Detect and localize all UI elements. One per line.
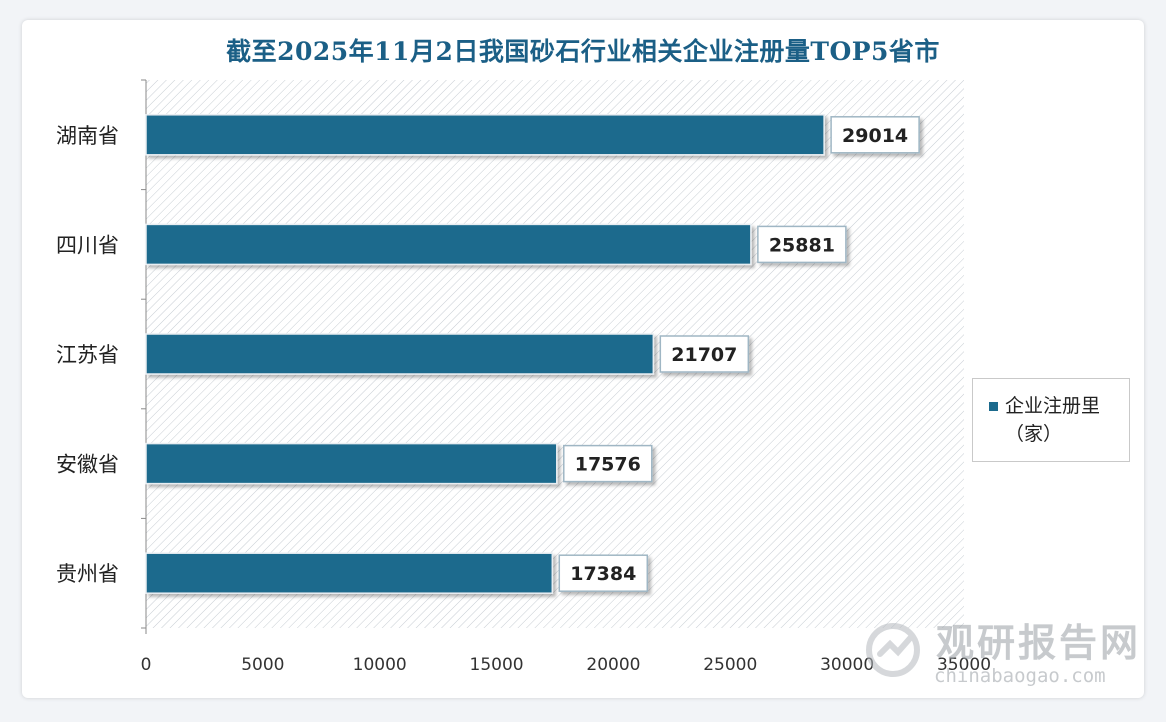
- category-label: 湖南省: [56, 124, 119, 148]
- watermark-url: chinabaogao.com: [934, 665, 1106, 687]
- bar: [145, 552, 554, 594]
- data-label-box: [659, 335, 750, 373]
- x-tick-label: 10000: [353, 655, 407, 675]
- legend: 企业注册里 （家）: [972, 378, 1130, 462]
- data-label-box: [830, 116, 920, 154]
- data-label-box: [563, 444, 653, 483]
- data-label-box: [757, 225, 847, 264]
- x-tick-label: 35000: [937, 655, 991, 675]
- legend-swatch: [989, 402, 998, 411]
- x-tick-label: 5000: [241, 655, 284, 675]
- x-tick-label: 15000: [470, 655, 524, 675]
- bar: [145, 223, 752, 266]
- data-label: 17576: [575, 454, 641, 476]
- watermark-logo-icon: [866, 623, 920, 677]
- legend-label-line1: 企业注册里: [1005, 395, 1101, 417]
- category-label: 贵州省: [56, 562, 119, 586]
- data-label: 25881: [769, 234, 835, 256]
- category-label: 四川省: [56, 233, 119, 257]
- x-tick-label: 0: [141, 655, 152, 675]
- x-tick-label: 30000: [820, 655, 874, 675]
- bar: [145, 333, 655, 375]
- x-tick-label: 25000: [703, 655, 757, 675]
- x-tick-label: 20000: [586, 655, 640, 675]
- watermark: 观研报告网 chinabaogao.com: [860, 610, 1150, 695]
- legend-label: 企业注册里 （家）: [1005, 392, 1125, 448]
- chart-title: 截至2025年11月2日我国砂石行业相关企业注册量TOP5省市: [226, 37, 940, 66]
- watermark-brand: 观研报告网: [936, 621, 1142, 665]
- bar: [145, 114, 825, 156]
- data-label: 21707: [671, 344, 737, 366]
- bar: [145, 442, 558, 485]
- category-label: 江苏省: [56, 343, 119, 367]
- data-label: 17384: [570, 563, 636, 585]
- data-label-box: [558, 554, 649, 592]
- category-label: 安徽省: [56, 453, 119, 477]
- legend-label-line2: （家）: [1005, 423, 1063, 445]
- data-label: 29014: [842, 125, 908, 147]
